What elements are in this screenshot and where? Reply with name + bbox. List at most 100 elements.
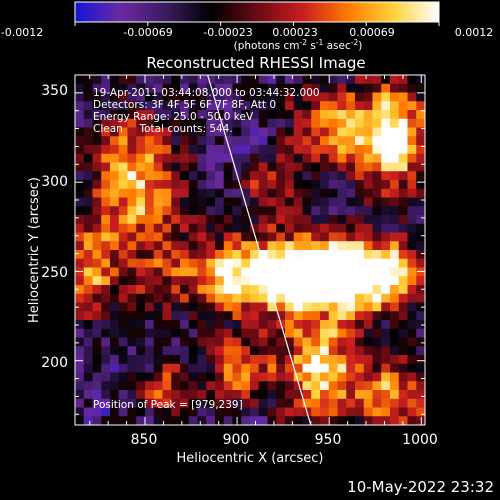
heatmap-cell bbox=[188, 250, 198, 260]
heatmap-cell bbox=[197, 206, 207, 216]
heatmap-cell bbox=[101, 153, 111, 163]
heatmap-cell bbox=[398, 118, 408, 128]
heatmap-cell bbox=[171, 232, 181, 242]
heatmap-cell bbox=[416, 328, 426, 338]
heatmap-cell bbox=[372, 188, 382, 198]
heatmap-cell bbox=[258, 171, 268, 181]
heatmap-cell bbox=[136, 188, 146, 198]
heatmap-cell bbox=[145, 390, 155, 400]
heatmap-cell bbox=[416, 363, 426, 373]
heatmap-cell bbox=[153, 110, 163, 120]
heatmap-cell bbox=[83, 232, 93, 242]
heatmap-cell bbox=[153, 171, 163, 181]
heatmap-cell bbox=[320, 232, 330, 242]
heatmap-cell bbox=[407, 83, 417, 93]
heatmap-cell bbox=[162, 188, 172, 198]
heatmap-cell bbox=[118, 145, 128, 155]
heatmap-cell bbox=[346, 171, 356, 181]
heatmap-cell bbox=[381, 92, 391, 102]
heatmap-cell bbox=[83, 337, 93, 347]
heatmap-cell bbox=[293, 416, 303, 426]
heatmap-cell bbox=[188, 127, 198, 137]
heatmap-cell bbox=[101, 136, 111, 146]
heatmap-cell bbox=[118, 320, 128, 330]
heatmap-cell bbox=[416, 285, 426, 295]
heatmap-cell bbox=[311, 180, 321, 190]
heatmap-cell bbox=[346, 101, 356, 111]
heatmap-cell bbox=[127, 320, 137, 330]
heatmap-cell bbox=[232, 250, 242, 260]
heatmap-cell bbox=[83, 206, 93, 216]
heatmap-cell bbox=[188, 110, 198, 120]
heatmap-cell bbox=[241, 390, 251, 400]
heatmap-cell bbox=[390, 267, 400, 277]
heatmap-cell bbox=[171, 171, 181, 181]
heatmap-cell bbox=[363, 258, 373, 268]
heatmap-cell bbox=[250, 258, 260, 268]
heatmap-cell bbox=[381, 162, 391, 172]
heatmap-cell bbox=[92, 276, 102, 286]
heatmap-cell bbox=[276, 311, 286, 321]
heatmap-cell bbox=[215, 180, 225, 190]
heatmap-cell bbox=[188, 197, 198, 207]
heatmap-cell bbox=[145, 320, 155, 330]
heatmap-cell bbox=[276, 188, 286, 198]
heatmap-cell bbox=[136, 241, 146, 251]
heatmap-cell bbox=[267, 416, 277, 426]
heatmap-cell bbox=[258, 311, 268, 321]
heatmap-cell bbox=[232, 355, 242, 365]
heatmap-cell bbox=[75, 320, 85, 330]
heatmap-cell bbox=[363, 337, 373, 347]
x-tick-label: 950 bbox=[315, 432, 342, 448]
heatmap-cell bbox=[311, 223, 321, 233]
heatmap-cell bbox=[311, 83, 321, 93]
heatmap-cell bbox=[398, 92, 408, 102]
heatmap-cell bbox=[118, 276, 128, 286]
heatmap-cell bbox=[346, 223, 356, 233]
heatmap-cell bbox=[250, 101, 260, 111]
heatmap-cell bbox=[258, 180, 268, 190]
heatmap-cell bbox=[346, 302, 356, 312]
heatmap-cell bbox=[276, 118, 286, 128]
heatmap-cell bbox=[136, 223, 146, 233]
heatmap-cell bbox=[153, 390, 163, 400]
heatmap-cell bbox=[118, 302, 128, 312]
heatmap-cell bbox=[232, 285, 242, 295]
heatmap-cell bbox=[171, 101, 181, 111]
heatmap-cell bbox=[101, 180, 111, 190]
heatmap-cell bbox=[101, 127, 111, 137]
heatmap-cell bbox=[381, 276, 391, 286]
heatmap-cell bbox=[180, 223, 190, 233]
heatmap-cell bbox=[302, 110, 312, 120]
heatmap-cell bbox=[110, 258, 120, 268]
heatmap-cell bbox=[153, 197, 163, 207]
heatmap-cell bbox=[118, 372, 128, 382]
heatmap-cell bbox=[258, 398, 268, 408]
heatmap-cell bbox=[232, 118, 242, 128]
heatmap-cell bbox=[293, 215, 303, 225]
heatmap-cell bbox=[267, 197, 277, 207]
heatmap-cell bbox=[232, 241, 242, 251]
heatmap-cell bbox=[197, 337, 207, 347]
heatmap-cell bbox=[153, 127, 163, 137]
heatmap-cell bbox=[75, 206, 85, 216]
heatmap-cell bbox=[398, 145, 408, 155]
heatmap-cell bbox=[337, 83, 347, 93]
heatmap-cell bbox=[171, 136, 181, 146]
heatmap-cell bbox=[363, 320, 373, 330]
heatmap-cell bbox=[136, 83, 146, 93]
plot-datestamp: 10-May-2022 23:32 bbox=[347, 478, 494, 496]
heatmap-cell bbox=[346, 416, 356, 426]
heatmap-cell bbox=[197, 328, 207, 338]
heatmap-cell bbox=[258, 215, 268, 225]
colorbar-tick-label: -0.0012 bbox=[1, 26, 43, 39]
heatmap-cell bbox=[363, 188, 373, 198]
heatmap-cell bbox=[267, 145, 277, 155]
heatmap-cell bbox=[337, 250, 347, 260]
heatmap-cell bbox=[153, 328, 163, 338]
heatmap-cell bbox=[302, 118, 312, 128]
heatmap-cell bbox=[285, 346, 295, 356]
heatmap-cell bbox=[390, 302, 400, 312]
heatmap-cell bbox=[171, 206, 181, 216]
heatmap-cell bbox=[75, 215, 85, 225]
